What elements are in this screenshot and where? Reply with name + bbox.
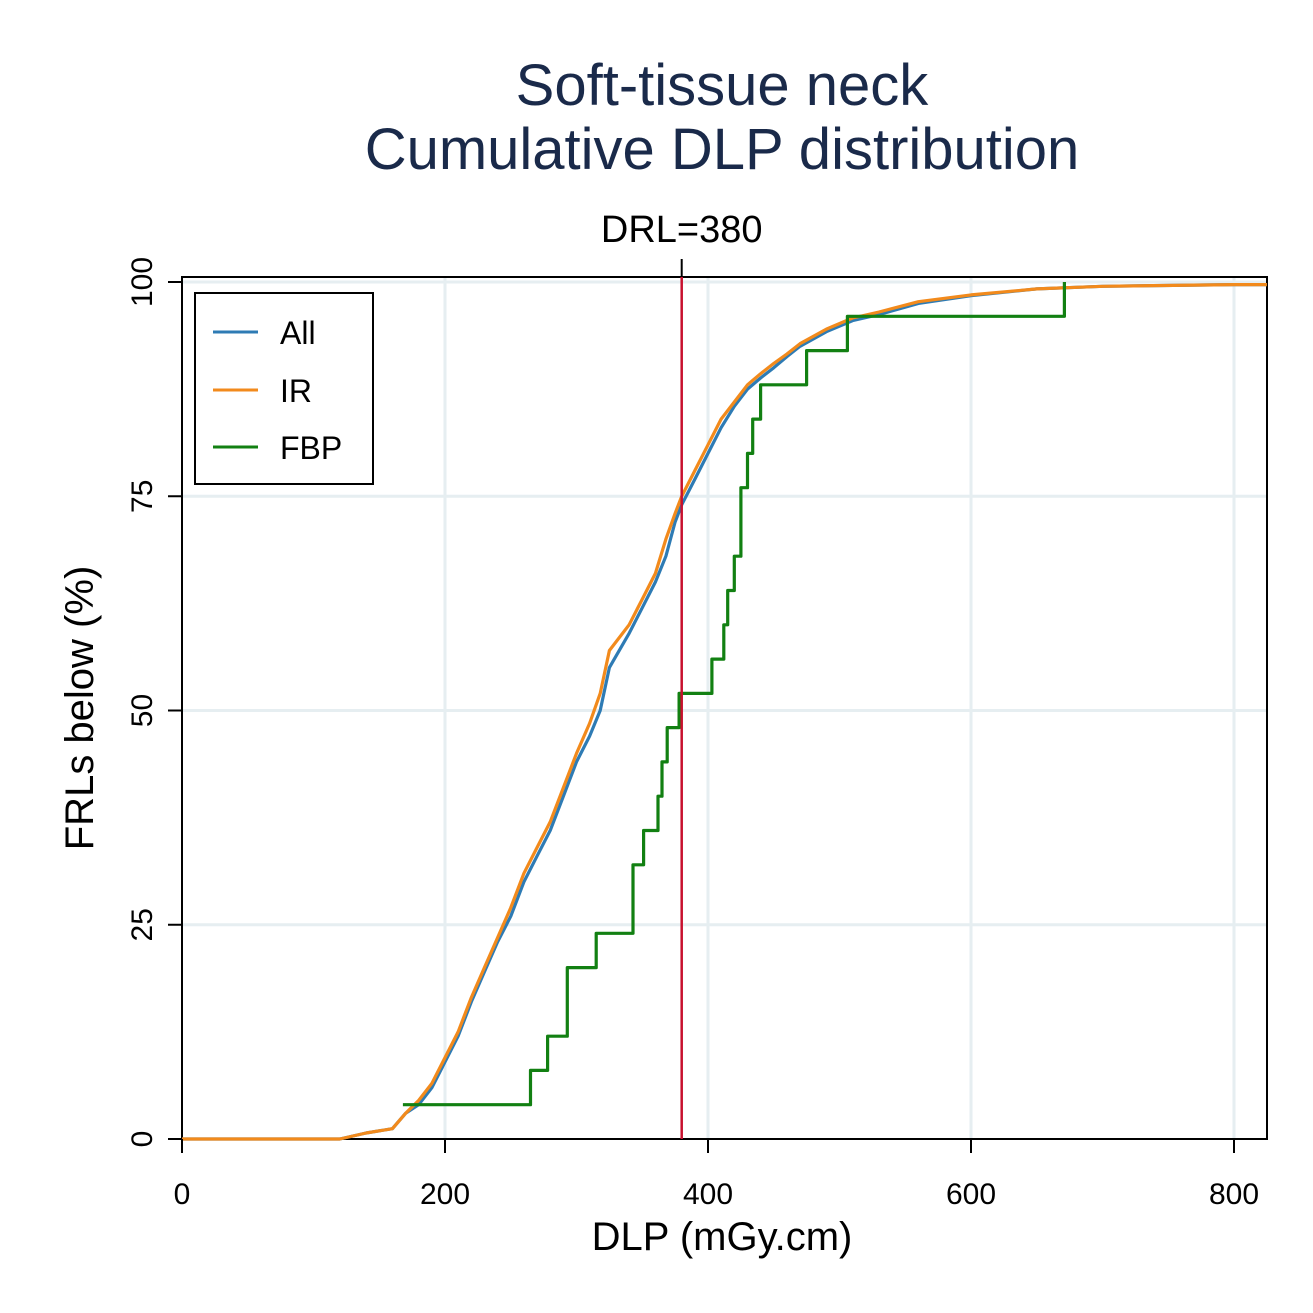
x-tick-label-200: 200 bbox=[420, 1178, 470, 1211]
chart-title-line-2: Cumulative DLP distribution bbox=[365, 117, 1080, 182]
x-tick-label-800: 800 bbox=[1209, 1178, 1259, 1211]
x-axis-ticks: 0 200 400 600 800 bbox=[174, 1139, 1259, 1211]
legend: All IR FBP bbox=[194, 292, 374, 485]
x-tick-label-400: 400 bbox=[683, 1178, 733, 1211]
y-tick-label-0: 0 bbox=[126, 1131, 159, 1148]
y-tick-label-75: 75 bbox=[126, 480, 159, 513]
legend-label-ir: IR bbox=[280, 373, 312, 409]
drl-label: DRL=380 bbox=[601, 209, 763, 251]
y-tick-label-50: 50 bbox=[126, 694, 159, 727]
grid-lines bbox=[182, 277, 1267, 1139]
series-line-all bbox=[182, 283, 1267, 1141]
x-tick-label-0: 0 bbox=[174, 1178, 191, 1211]
series-line-fbp bbox=[402, 282, 1066, 1107]
x-tick-label-600: 600 bbox=[946, 1178, 996, 1211]
series-layer bbox=[182, 282, 1267, 1141]
legend-label-fbp: FBP bbox=[280, 430, 342, 466]
legend-label-all: All bbox=[280, 315, 316, 351]
y-tick-label-100: 100 bbox=[126, 257, 159, 307]
chart-title-line-1: Soft-tissue neck bbox=[516, 53, 930, 118]
plot-frame bbox=[181, 276, 1268, 1140]
y-tick-label-25: 25 bbox=[126, 908, 159, 941]
y-axis-label: FRLs below (%) bbox=[58, 566, 102, 851]
series-line-ir bbox=[182, 283, 1267, 1141]
x-axis-label: DLP (mGy.cm) bbox=[592, 1215, 853, 1259]
y-axis-ticks: 0 25 50 75 100 bbox=[126, 257, 182, 1147]
